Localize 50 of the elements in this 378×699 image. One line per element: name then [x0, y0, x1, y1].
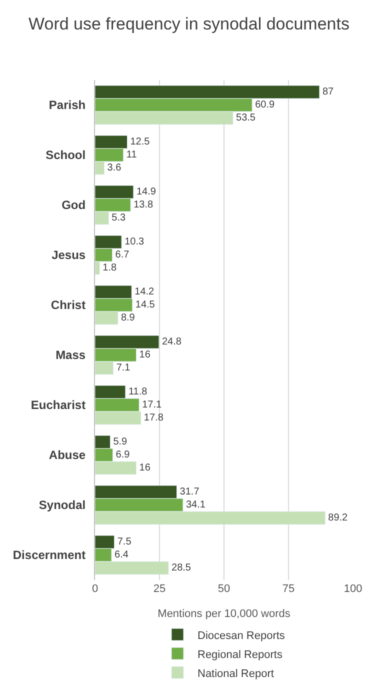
- data-label: 17.1: [142, 400, 162, 410]
- x-tick-label: 50: [218, 583, 230, 595]
- data-label: 13.8: [134, 200, 154, 210]
- data-label: 87: [322, 86, 334, 98]
- data-label: 16: [139, 350, 151, 360]
- data-label: 10.3: [124, 236, 144, 248]
- data-label: 7.1: [116, 362, 131, 374]
- data-label: 3.6: [107, 162, 122, 174]
- legend-label: Diocesan Reports: [198, 630, 286, 642]
- y-tick-label: Parish: [48, 98, 86, 112]
- x-tick-label: 75: [282, 583, 295, 595]
- data-label: 16: [139, 462, 151, 474]
- data-label: 8.9: [120, 312, 136, 324]
- data-label: 24.8: [162, 336, 182, 348]
- x-axis-title: Mentions per 10,000 words: [158, 608, 291, 620]
- legend-label: National Report: [198, 668, 274, 680]
- data-label: 17.8: [144, 412, 164, 424]
- y-tick-label: Christ: [50, 298, 86, 312]
- data-label: 53.5: [236, 112, 256, 124]
- x-tick-label: 25: [153, 583, 166, 595]
- y-tick-label: Jesus: [52, 248, 86, 262]
- data-label: 1.8: [102, 262, 117, 274]
- data-label: 5.3: [112, 212, 126, 224]
- data-label: 28.5: [172, 562, 192, 574]
- y-tick-label: School: [46, 148, 86, 162]
- data-label: 6.9: [116, 450, 130, 460]
- data-label: 34.1: [186, 500, 206, 510]
- chart-title: Word use frequency in synodal documents: [28, 14, 350, 34]
- data-label: 14.5: [135, 300, 156, 310]
- data-label: 60.9: [255, 100, 276, 110]
- legend-label: Regional Reports: [198, 648, 283, 661]
- data-label: 89.2: [328, 512, 348, 524]
- data-label: 11.8: [128, 386, 148, 398]
- data-label: 7.5: [117, 536, 132, 548]
- y-tick-label: Mass: [56, 348, 86, 362]
- x-tick-label: 100: [344, 583, 362, 595]
- data-label: 14.2: [134, 286, 155, 298]
- y-tick-label: God: [62, 198, 86, 212]
- data-label: 11: [126, 150, 138, 160]
- data-label: 6.7: [115, 250, 130, 260]
- data-label: 5.9: [113, 436, 128, 448]
- y-tick-label: Eucharist: [30, 398, 86, 412]
- y-tick-label: Abuse: [48, 448, 86, 462]
- data-label: 31.7: [180, 486, 200, 498]
- data-label: 12.5: [130, 136, 150, 148]
- data-label: 14.9: [136, 186, 156, 198]
- y-tick-label: Synodal: [38, 498, 86, 512]
- data-label: 6.4: [114, 550, 129, 560]
- y-tick-label: Discernment: [12, 548, 86, 562]
- x-tick-label: 0: [92, 583, 98, 595]
